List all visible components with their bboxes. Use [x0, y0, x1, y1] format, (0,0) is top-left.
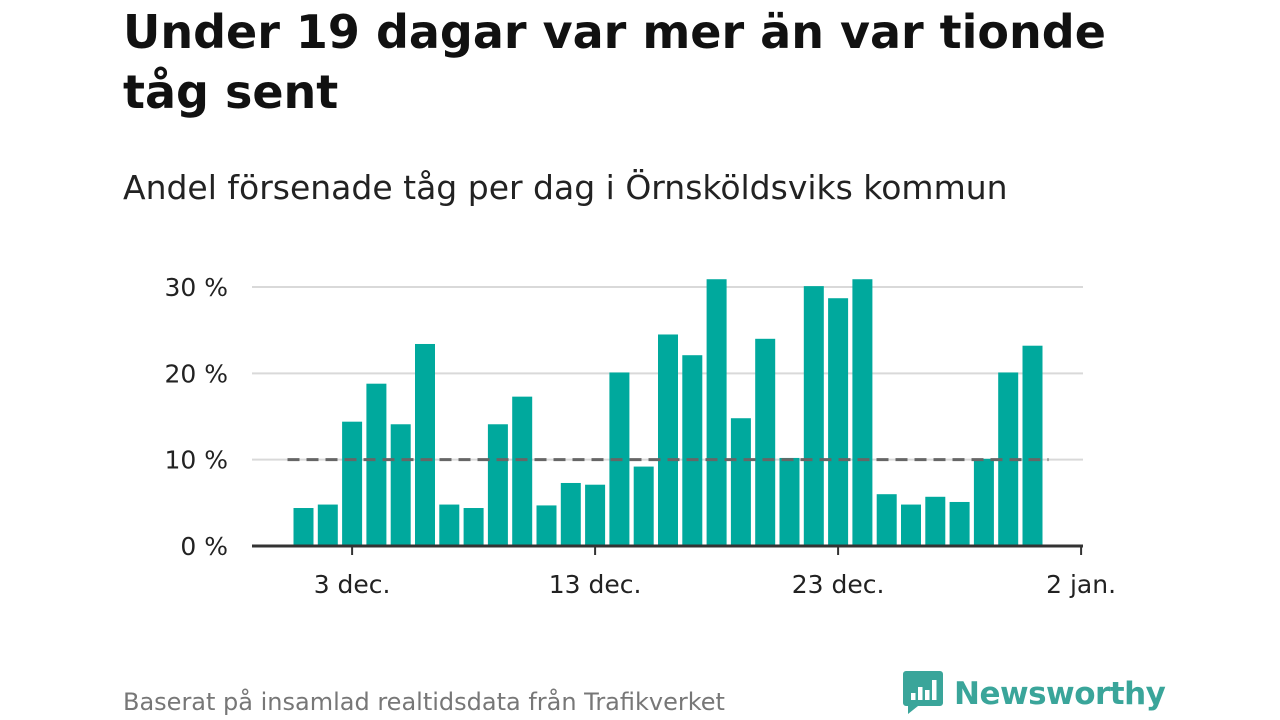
bar	[901, 504, 921, 546]
bars	[293, 279, 1043, 546]
bar	[342, 421, 363, 546]
bar	[633, 466, 654, 546]
bar	[463, 508, 484, 546]
y-tick-label: 20 %	[164, 359, 228, 388]
y-axis-labels: 0 % 10 % 20 % 30 %	[164, 273, 228, 561]
bar	[682, 355, 703, 546]
bar	[828, 298, 849, 546]
bar	[585, 484, 606, 546]
source-note: Baserat på insamlad realtidsdata från Tr…	[123, 688, 725, 716]
bar	[998, 372, 1019, 546]
bar	[949, 501, 970, 546]
x-tick-label: 3 dec.	[314, 570, 391, 599]
bar-chart: 3 dec. 13 dec. 23 dec. 2 jan. 0 % 10 % 20 % 30…	[164, 273, 1116, 599]
bar	[293, 508, 314, 546]
chart-title: Under 19 dagar var mer än var tionde tåg…	[123, 5, 1106, 119]
bar	[415, 343, 435, 546]
bar	[779, 457, 800, 546]
bar	[560, 482, 581, 546]
bar	[390, 424, 411, 546]
bar	[973, 458, 994, 546]
x-tick-label: 23 dec.	[792, 570, 885, 599]
bar	[366, 383, 387, 546]
brand-name: Newsworthy	[954, 676, 1166, 712]
x-tick-label: 13 dec.	[549, 570, 642, 599]
newsworthy-logo-icon	[902, 669, 944, 719]
brand: Newsworthy	[902, 669, 1166, 719]
bar	[852, 279, 873, 546]
bar	[876, 494, 897, 546]
bar	[730, 418, 751, 546]
bar	[439, 504, 460, 546]
bar	[512, 396, 533, 546]
bar	[487, 424, 508, 546]
bar	[803, 286, 824, 546]
bar	[925, 496, 946, 546]
y-tick-label: 30 %	[164, 273, 228, 302]
y-tick-label: 0 %	[180, 532, 228, 561]
bar	[658, 334, 678, 546]
bar	[317, 504, 338, 546]
x-axis: 3 dec. 13 dec. 23 dec. 2 jan.	[252, 544, 1116, 599]
bar	[755, 338, 776, 546]
bar	[1022, 345, 1043, 546]
y-tick-label: 10 %	[164, 446, 228, 475]
bar	[536, 505, 557, 546]
bar	[706, 279, 727, 546]
chart-subtitle: Andel försenade tåg per dag i Örnsköldsv…	[123, 168, 1008, 207]
x-tick-label: 2 jan.	[1046, 570, 1116, 599]
